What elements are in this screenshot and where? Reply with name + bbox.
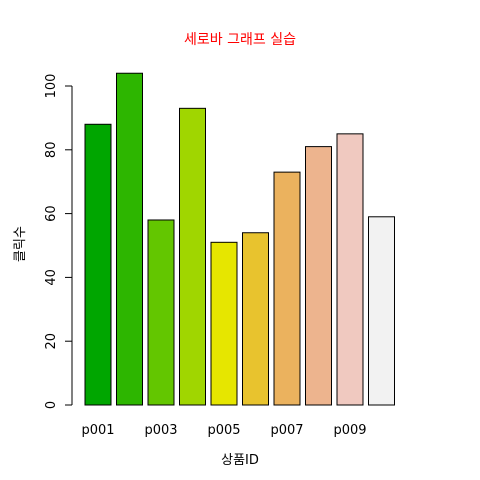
bars-group — [84, 72, 395, 406]
bar-p006 — [242, 232, 269, 406]
x-axis: p001 p003 p005 p007 p009 — [81, 423, 366, 438]
bar-p009 — [336, 133, 364, 406]
y-axis-label: 클릭수 — [13, 226, 28, 262]
y-tick-label-80: 80 — [44, 142, 59, 159]
y-tick-label-60: 60 — [44, 205, 59, 222]
x-tick-label-p009: p009 — [333, 423, 366, 438]
y-tick-label-0: 0 — [44, 401, 59, 409]
bar-p010 — [368, 216, 395, 406]
y-axis: 0 20 40 60 80 100 — [44, 74, 73, 409]
bar-p001 — [84, 123, 112, 406]
x-axis-label: 상품ID — [221, 453, 259, 468]
bar-p004 — [179, 107, 206, 406]
x-tick-label-p007: p007 — [270, 423, 303, 438]
bar-p007 — [273, 171, 301, 406]
bar-p008 — [305, 146, 332, 406]
chart-title: 세로바 그래프 실습 — [184, 32, 296, 48]
y-tick-label-20: 20 — [44, 333, 59, 350]
x-tick-label-p005: p005 — [207, 423, 240, 438]
bar-p003 — [147, 219, 175, 406]
y-tick-label-40: 40 — [44, 269, 59, 286]
y-tick-label-100: 100 — [44, 74, 59, 99]
bar-p005 — [210, 241, 238, 406]
x-tick-label-p001: p001 — [81, 423, 114, 438]
x-tick-label-p003: p003 — [144, 423, 177, 438]
bar-p002 — [116, 72, 143, 406]
